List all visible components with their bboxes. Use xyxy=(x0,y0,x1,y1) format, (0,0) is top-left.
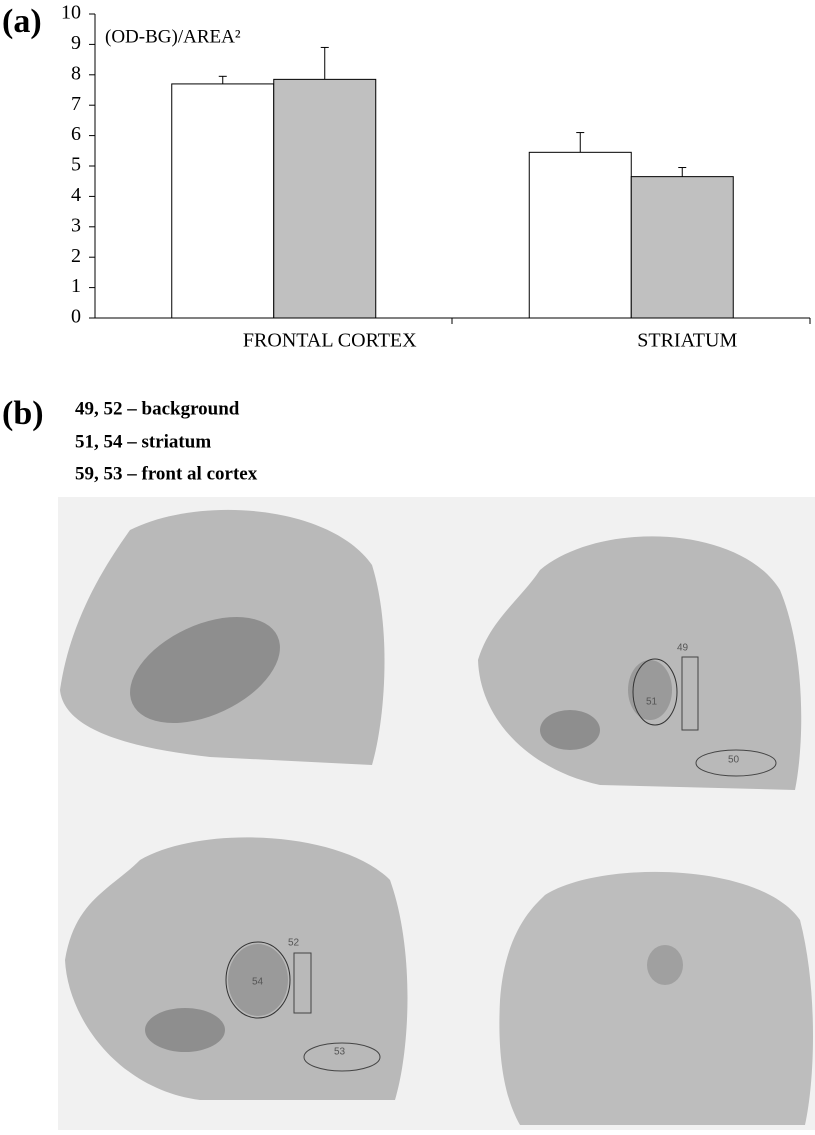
section xyxy=(499,871,814,1125)
micrograph: 49 51 50 52 54 53 xyxy=(58,497,815,1130)
y-tick-label: 3 xyxy=(71,214,81,236)
bar xyxy=(528,151,632,319)
y-tick-label: 9 xyxy=(71,32,81,54)
y-tick-label: 0 xyxy=(71,306,81,328)
legend-line: 59, 53 – front al cortex xyxy=(75,463,258,484)
roi-ellipse xyxy=(695,749,777,777)
roi-label: 50 xyxy=(728,755,740,766)
roi-outline xyxy=(632,658,678,726)
panel-label: (a) xyxy=(2,3,42,40)
panel-label: (b) xyxy=(2,395,44,432)
y-tick-label: 8 xyxy=(71,62,81,84)
y-axis-label: (OD-BG)/AREA² xyxy=(105,26,241,47)
roi-ellipse xyxy=(303,1042,381,1072)
section-region xyxy=(628,660,672,720)
y-tick-label: 2 xyxy=(71,245,81,267)
roi-label: 54 xyxy=(252,977,264,988)
roi-label: 53 xyxy=(334,1047,346,1058)
y-tick-label: 7 xyxy=(71,93,81,115)
roi-label: 49 xyxy=(677,643,689,654)
y-tick-label: 1 xyxy=(71,275,81,297)
y-tick-label: 10 xyxy=(61,2,81,24)
y-tick-label: 6 xyxy=(71,123,81,145)
roi-label: 52 xyxy=(288,938,300,949)
legend-line: 51, 54 – striatum xyxy=(75,431,211,452)
section-region xyxy=(540,710,600,750)
x-tick-label: FRONTAL CORTEX xyxy=(243,330,417,352)
section-region xyxy=(647,945,683,985)
bar xyxy=(171,83,275,319)
bar xyxy=(630,176,734,319)
section-region xyxy=(145,1008,225,1052)
x-tick-label: STRIATUM xyxy=(637,330,737,352)
legend-line: 49, 52 – background xyxy=(75,398,240,419)
roi-label: 51 xyxy=(646,697,658,708)
y-tick-label: 5 xyxy=(71,154,81,176)
roi-box xyxy=(681,656,699,731)
roi-outline xyxy=(225,941,291,1019)
roi-box xyxy=(293,952,312,1014)
y-tick-label: 4 xyxy=(71,184,81,206)
section-region xyxy=(228,944,288,1016)
bar xyxy=(273,78,377,319)
section-region xyxy=(130,617,280,723)
